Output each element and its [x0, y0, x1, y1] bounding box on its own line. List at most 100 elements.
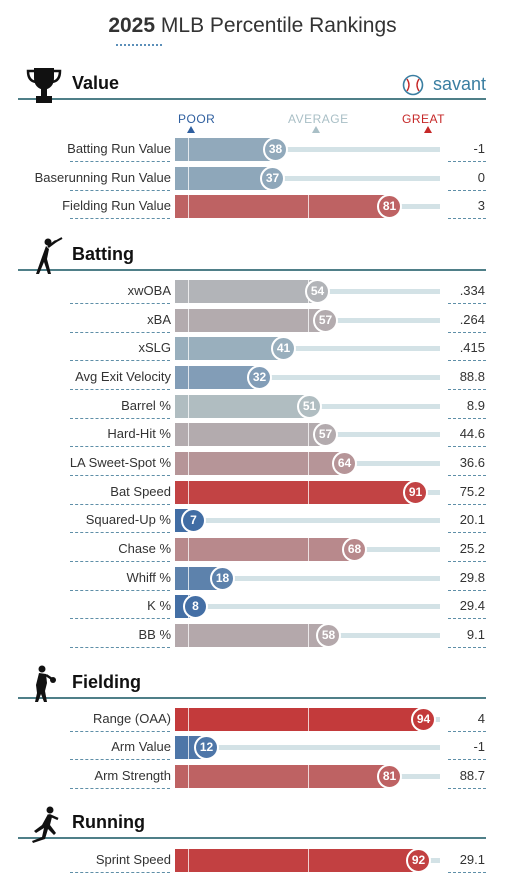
percentile-value: 68: [342, 537, 367, 562]
row-divider: [448, 647, 486, 648]
scale-average-marker: [312, 126, 320, 133]
scale-poor-label: POOR: [178, 112, 216, 126]
row-divider: [70, 759, 170, 760]
percentile-value: 81: [377, 764, 402, 789]
row-divider: [70, 389, 170, 390]
row-divider: [70, 360, 170, 361]
metric-label: xSLG: [138, 340, 171, 355]
percentile-bar: [175, 195, 390, 218]
table-row: Arm Value 12 -1: [0, 735, 505, 760]
stat-value: 29.4: [459, 598, 485, 613]
runner-icon: [32, 806, 59, 843]
metric-label: Arm Value: [111, 739, 171, 754]
row-divider: [448, 475, 486, 476]
row-divider: [70, 618, 170, 619]
row-divider: [448, 190, 486, 191]
percentile-value: 57: [313, 422, 338, 447]
row-divider: [448, 590, 486, 591]
percentile-track: [175, 576, 440, 581]
stat-value: 4: [477, 711, 485, 726]
batter-icon: [36, 237, 63, 274]
scale-average-label: AVERAGE: [288, 112, 349, 126]
row-divider: [448, 788, 486, 789]
row-divider: [70, 731, 170, 732]
percentile-value: 51: [297, 394, 322, 419]
percentile-value: 57: [313, 308, 338, 333]
row-divider: [70, 475, 170, 476]
row-divider: [448, 360, 486, 361]
stat-value: 20.1: [459, 512, 485, 527]
row-divider: [448, 504, 486, 505]
percentile-bar: [175, 138, 276, 161]
row-divider: [70, 872, 170, 873]
percentile-track: [175, 745, 440, 750]
percentile-value: 54: [305, 279, 330, 304]
section-title-fielding: Fielding: [72, 672, 141, 692]
row-divider: [448, 303, 486, 304]
stat-value: .334: [459, 283, 485, 298]
percentile-bar: [175, 708, 424, 731]
table-row: BB % 58 9.1: [0, 623, 505, 648]
percentile-bar: [175, 452, 345, 475]
table-row: Sprint Speed 92 29.1: [0, 848, 505, 873]
scale-tick: [308, 195, 309, 218]
metric-label: Fielding Run Value: [62, 198, 171, 213]
scale-tick: [188, 366, 189, 389]
percentile-track: [175, 176, 440, 181]
stat-value: 88.7: [459, 768, 485, 783]
scale-tick: [188, 481, 189, 504]
stat-value: 29.1: [459, 852, 485, 867]
percentile-bar: [175, 167, 273, 190]
scale-tick: [308, 423, 309, 446]
section-title-value: Value: [72, 73, 120, 93]
scale-tick: [188, 138, 189, 161]
section-fielding-header: Fielding: [18, 665, 486, 702]
metric-label: Whiff %: [126, 570, 171, 585]
metric-label: Chase %: [118, 541, 171, 556]
scale-tick: [188, 708, 189, 731]
percentile-bar: [175, 280, 318, 303]
trophy-icon: [26, 68, 62, 103]
table-row: Whiff % 18 29.8: [0, 566, 505, 591]
row-divider: [448, 446, 486, 447]
scale-tick: [308, 538, 309, 561]
stat-value: -1: [473, 141, 485, 156]
percentile-bar: [175, 309, 326, 332]
percentile-bar: [175, 337, 284, 360]
percentile-track: [175, 375, 440, 380]
scale-tick: [188, 567, 189, 590]
percentile-value: 18: [210, 566, 235, 591]
scale-tick: [188, 167, 189, 190]
section-title-running: Running: [72, 812, 145, 832]
title-underline: [116, 44, 162, 46]
table-row: K % 8 29.4: [0, 594, 505, 619]
percentile-value: 64: [332, 451, 357, 476]
stat-value: -1: [473, 739, 485, 754]
scale-tick: [188, 849, 189, 872]
table-row: xBA 57 .264: [0, 308, 505, 333]
section-title-batting: Batting: [72, 244, 134, 264]
stat-value: .264: [459, 312, 485, 327]
table-row: LA Sweet-Spot % 64 36.6: [0, 451, 505, 476]
savant-logo[interactable]: savant: [432, 74, 486, 94]
table-row: Fielding Run Value 81 3: [0, 194, 505, 219]
percentile-value: 41: [271, 336, 296, 361]
metric-label: Bat Speed: [110, 484, 171, 499]
scale-tick: [308, 624, 309, 647]
table-row: Avg Exit Velocity 32 88.8: [0, 365, 505, 390]
metric-label: Squared-Up %: [85, 512, 171, 527]
stat-value: .415: [459, 340, 485, 355]
scale-tick: [188, 337, 189, 360]
fielder-icon: [35, 665, 56, 702]
metric-label: xBA: [147, 312, 171, 327]
stat-value: 29.8: [459, 570, 485, 585]
row-divider: [448, 389, 486, 390]
metric-label: K %: [147, 598, 171, 613]
baseball-icon: [402, 74, 424, 96]
row-divider: [70, 190, 170, 191]
percentile-value: 8: [183, 594, 208, 619]
percentile-track: [175, 346, 440, 351]
row-divider: [448, 872, 486, 873]
percentile-value: 32: [247, 365, 272, 390]
metric-label: xwOBA: [127, 283, 171, 298]
